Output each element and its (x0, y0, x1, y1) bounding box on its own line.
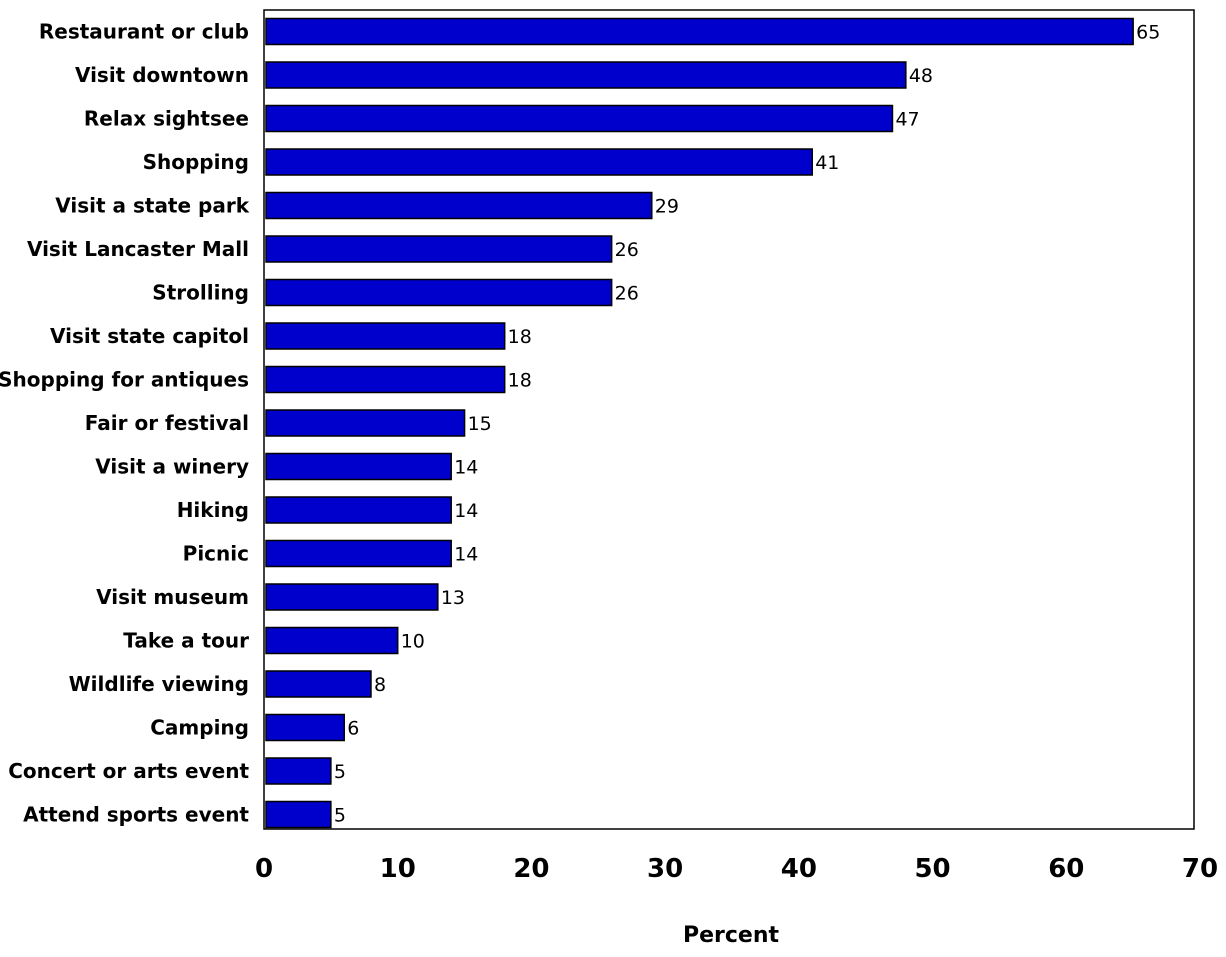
bars-layer (265, 17, 1134, 829)
bar-concert-or-arts-event (265, 757, 332, 785)
bar-visit-lancaster-mall (265, 235, 613, 263)
category-label-hiking: Hiking (177, 498, 249, 522)
value-label-visit-downtown: 48 (909, 65, 933, 87)
x-tick-label-60: 60 (1048, 854, 1084, 884)
value-label-shopping: 41 (815, 152, 839, 174)
x-tick-label-50: 50 (914, 854, 950, 884)
category-label-shopping-for-antiques: Shopping for antiques (0, 368, 249, 392)
value-label-shopping-for-antiques: 18 (508, 370, 532, 392)
x-tick-label-40: 40 (781, 854, 817, 884)
category-label-visit-museum: Visit museum (96, 585, 249, 609)
category-label-restaurant-or-club: Restaurant or club (39, 20, 249, 44)
bar-relax-sightsee (265, 104, 894, 133)
bar-visit-downtown (265, 61, 907, 89)
category-label-visit-a-winery: Visit a winery (95, 455, 249, 479)
value-label-visit-a-winery: 14 (454, 457, 478, 479)
category-labels-layer: Restaurant or club Visit downtown Relax si… (0, 20, 250, 827)
value-label-restaurant-or-club: 65 (1136, 22, 1160, 44)
value-label-take-a-tour: 10 (401, 631, 425, 653)
value-label-visit-museum: 13 (441, 587, 465, 609)
x-tick-label-30: 30 (647, 854, 683, 884)
x-tick-label-0: 0 (255, 854, 273, 884)
x-tick-labels-layer: 0 10 20 30 40 50 60 70 (255, 854, 1218, 884)
category-label-concert-or-arts-event: Concert or arts event (8, 759, 249, 783)
bar-visit-a-winery (265, 452, 452, 481)
x-tick-label-20: 20 (513, 854, 549, 884)
bar-hiking (265, 496, 452, 524)
value-label-camping: 6 (347, 718, 359, 740)
value-label-visit-state-capitol: 18 (508, 326, 532, 348)
category-label-camping: Camping (150, 716, 249, 740)
value-label-relax-sightsee: 47 (895, 109, 919, 131)
value-label-strolling: 26 (615, 283, 639, 305)
bar-visit-a-state-park (265, 191, 653, 220)
value-label-concert-or-arts-event: 5 (334, 761, 346, 783)
value-label-visit-a-state-park: 29 (655, 196, 679, 218)
bar-visit-state-capitol (265, 322, 506, 350)
plot-frame (263, 9, 1195, 830)
category-label-visit-state-capitol: Visit state capitol (50, 324, 249, 348)
value-label-visit-lancaster-mall: 26 (615, 239, 639, 261)
value-label-hiking: 14 (454, 500, 478, 522)
bar-camping (265, 713, 345, 742)
category-label-visit-a-state-park: Visit a state park (55, 194, 249, 218)
bar-visit-museum (265, 583, 439, 611)
bar-picnic (265, 539, 452, 568)
x-axis-title: Percent (683, 923, 780, 948)
category-label-attend-sports-event: Attend sports event (23, 803, 249, 827)
bar-attend-sports-event (265, 800, 332, 829)
category-label-strolling: Strolling (152, 281, 249, 305)
value-label-picnic: 14 (454, 544, 478, 566)
bar-take-a-tour (265, 626, 399, 655)
bar-shopping (265, 148, 813, 176)
x-tick-label-10: 10 (380, 854, 416, 884)
category-label-picnic: Picnic (183, 542, 249, 566)
category-label-relax-sightsee: Relax sightsee (84, 107, 249, 131)
x-tick-label-70: 70 (1182, 854, 1218, 884)
bar-shopping-for-antiques (265, 365, 506, 394)
bar-wildlife-viewing (265, 670, 372, 698)
category-label-fair-or-festival: Fair or festival (85, 411, 249, 435)
bar-fair-or-festival (265, 409, 466, 437)
category-label-visit-lancaster-mall: Visit Lancaster Mall (27, 237, 249, 261)
bar-restaurant-or-club (265, 17, 1134, 46)
bar-strolling (265, 278, 613, 307)
category-label-visit-downtown: Visit downtown (75, 63, 249, 87)
category-label-shopping: Shopping (143, 150, 249, 174)
category-label-wildlife-viewing: Wildlife viewing (69, 672, 249, 696)
value-label-wildlife-viewing: 8 (374, 674, 386, 696)
category-label-take-a-tour: Take a tour (123, 629, 249, 653)
value-label-fair-or-festival: 15 (468, 413, 492, 435)
value-label-attend-sports-event: 5 (334, 805, 346, 827)
